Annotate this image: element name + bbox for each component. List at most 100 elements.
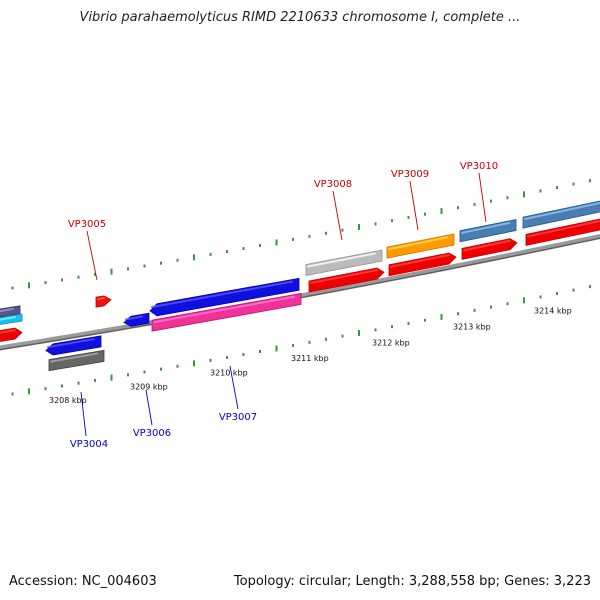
minor-tick — [77, 275, 80, 279]
minor-tick — [259, 349, 261, 353]
scale-label: 3208 kbp — [49, 396, 87, 405]
minor-tick — [539, 295, 542, 299]
minor-tick — [77, 381, 80, 385]
minor-tick — [94, 378, 96, 382]
VP3009-product-feature[interactable] — [386, 233, 455, 259]
major-tick — [275, 345, 278, 352]
genome-summary: Topology: circular; Length: 3,288,558 bp… — [233, 574, 591, 589]
minor-tick — [490, 305, 492, 309]
gene-label-vp3006[interactable]: VP3006 — [133, 428, 171, 439]
major-tick — [110, 374, 113, 381]
minor-tick — [589, 285, 591, 289]
VP3006-gene-feature[interactable] — [123, 312, 150, 327]
gene-leader-line — [478, 172, 487, 223]
minor-tick — [209, 252, 212, 256]
accession-label: Accession: NC_004603 — [9, 574, 157, 589]
minor-tick — [292, 343, 294, 347]
major-tick — [440, 207, 443, 214]
gene-leader-line — [332, 190, 343, 241]
minor-tick — [44, 281, 47, 285]
minor-tick — [589, 179, 591, 183]
scale-label: 3212 kbp — [372, 339, 410, 348]
minor-tick — [407, 215, 410, 219]
gene-leader-line — [80, 391, 87, 437]
VP3005-gene-feature[interactable] — [95, 295, 112, 308]
minor-tick — [160, 261, 162, 265]
minor-tick — [44, 387, 47, 391]
gene-label-vp3005[interactable]: VP3005 — [68, 219, 106, 230]
minor-tick — [160, 367, 162, 371]
VP3008-product-feature[interactable] — [305, 249, 383, 276]
minor-tick — [259, 243, 261, 247]
major-tick — [193, 254, 195, 261]
minor-tick — [143, 264, 146, 268]
minor-tick — [391, 219, 393, 223]
major-tick — [523, 297, 525, 304]
VP3010-gene-feature[interactable] — [461, 238, 518, 260]
minor-tick — [127, 267, 129, 271]
gene-label-vp3004[interactable]: VP3004 — [70, 439, 108, 450]
gene-leader-line — [145, 389, 153, 426]
major-tick — [358, 224, 360, 231]
minor-tick — [457, 312, 459, 316]
minor-tick — [226, 249, 228, 253]
minor-tick — [308, 340, 311, 344]
VP3009-gene-feature[interactable] — [388, 252, 457, 277]
gene-leader-line — [86, 230, 98, 281]
minor-tick — [226, 355, 228, 359]
edge-cyan-feature[interactable] — [0, 313, 23, 326]
scale-label: 3209 kbp — [130, 383, 168, 392]
VP3004-product-feature[interactable] — [48, 349, 105, 372]
major-tick — [275, 239, 278, 246]
minor-tick — [325, 231, 327, 235]
minor-tick — [391, 325, 393, 329]
minor-tick — [572, 288, 575, 292]
major-tick — [28, 388, 30, 395]
VP3004-gene-feature[interactable] — [45, 335, 102, 356]
minor-tick — [490, 199, 492, 203]
minor-tick — [473, 308, 476, 312]
gene-label-vp3008[interactable]: VP3008 — [314, 179, 352, 190]
edge-right-product-feature[interactable] — [522, 199, 600, 229]
major-tick — [440, 313, 443, 320]
edge-right-gene-feature[interactable] — [525, 217, 600, 246]
minor-tick — [407, 321, 410, 325]
VP3007-product-feature[interactable] — [151, 292, 302, 332]
minor-tick — [242, 352, 245, 356]
minor-tick — [209, 358, 212, 362]
minor-tick — [374, 222, 377, 226]
major-tick — [110, 268, 113, 275]
lower-tick-row — [11, 285, 591, 396]
gene-label-vp3009[interactable]: VP3009 — [391, 169, 429, 180]
major-tick — [193, 360, 195, 367]
minor-tick — [539, 189, 542, 193]
minor-tick — [127, 373, 129, 377]
edge-red-feature[interactable] — [0, 327, 23, 343]
scale-label: 3210 kbp — [210, 369, 248, 378]
gene-label-vp3010[interactable]: VP3010 — [460, 161, 498, 172]
minor-tick — [341, 228, 344, 232]
minor-tick — [61, 278, 63, 282]
minor-tick — [176, 364, 179, 368]
minor-tick — [506, 196, 509, 200]
major-tick — [28, 282, 30, 289]
major-tick — [523, 191, 525, 198]
scale-label: 3211 kbp — [291, 354, 329, 363]
gene-label-vp3007[interactable]: VP3007 — [219, 412, 257, 423]
VP3010-product-feature[interactable] — [459, 219, 517, 243]
minor-tick — [473, 202, 476, 206]
page-title: Vibrio parahaemolyticus RIMD 2210633 chr… — [79, 10, 521, 25]
edge-purple-feature[interactable] — [0, 305, 21, 319]
minor-tick — [308, 234, 311, 238]
minor-tick — [424, 318, 426, 322]
minor-tick — [325, 337, 327, 341]
VP3007-gene-feature[interactable] — [149, 277, 300, 317]
minor-tick — [572, 182, 575, 186]
VP3008-gene-feature[interactable] — [308, 267, 385, 293]
minor-tick — [424, 212, 426, 216]
major-tick — [358, 330, 360, 337]
chromosome-backbone — [0, 233, 600, 351]
scale-label: 3214 kbp — [534, 306, 572, 315]
minor-tick — [341, 334, 344, 338]
